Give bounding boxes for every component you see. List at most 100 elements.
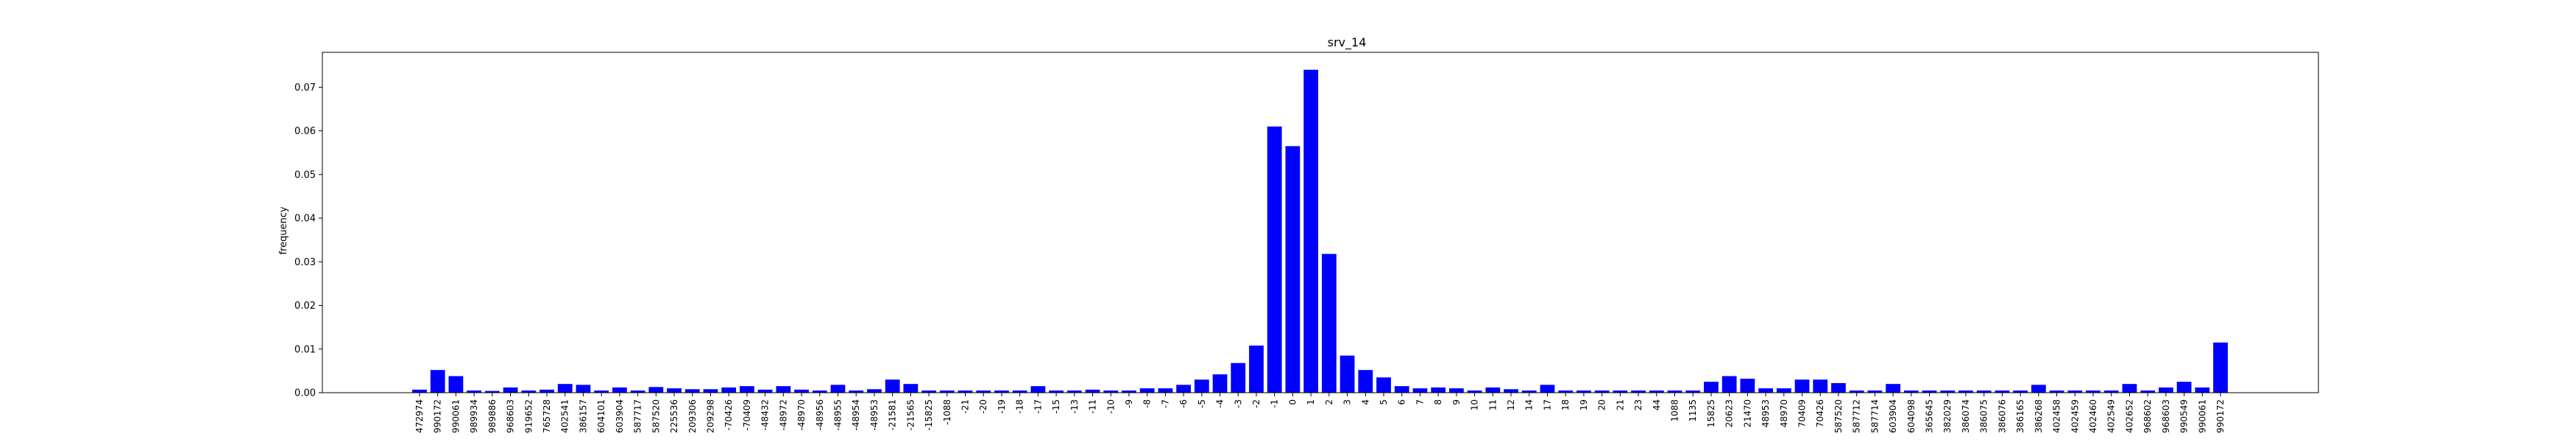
bar	[1794, 379, 1810, 393]
x-tick-label: -48955	[832, 399, 843, 431]
x-tick-label: 3	[1342, 399, 1353, 405]
x-tick-label: 603904	[615, 399, 625, 433]
bar	[812, 390, 827, 393]
x-tick-label: 587717	[633, 399, 643, 433]
x-tick-label: 990172	[2215, 399, 2226, 433]
bar	[2195, 387, 2210, 393]
x-tick-label: 603904	[1888, 399, 1898, 433]
x-tick-label: -70409	[742, 399, 752, 431]
x-tick-label: 5	[1379, 399, 1389, 405]
bar	[867, 389, 882, 393]
x-tick-label: 989934	[469, 399, 479, 433]
bar	[1776, 388, 1791, 393]
bar	[776, 386, 791, 393]
bar	[1831, 382, 1846, 393]
bar	[1558, 390, 1574, 393]
x-tick-label: -8	[1142, 399, 1153, 408]
bar	[2213, 342, 2228, 393]
bar	[794, 389, 809, 393]
x-tick-label: 386074	[1961, 399, 1971, 433]
bar	[684, 389, 700, 393]
bar	[1704, 382, 1719, 393]
bar	[484, 390, 500, 393]
bar	[448, 376, 464, 393]
bar	[721, 387, 737, 393]
bar	[1613, 390, 1628, 393]
x-tick-label: 402652	[2124, 399, 2134, 433]
x-tick-label: 604098	[1906, 399, 1917, 433]
x-tick-label: 472974	[414, 399, 425, 433]
bar	[2013, 390, 2028, 393]
x-tick-label: 21470	[1742, 399, 1752, 427]
bar	[921, 390, 936, 393]
bar	[1813, 379, 1828, 393]
x-tick-label: 11	[1487, 399, 1498, 410]
x-tick-label: -48954	[851, 399, 861, 431]
x-tick-label: 20623	[1724, 399, 1735, 427]
x-tick-label: -17	[1033, 399, 1043, 414]
x-tick-label: 1135	[1688, 399, 1698, 422]
bar	[1012, 390, 1027, 393]
x-tick-label: 225536	[669, 399, 679, 433]
bar	[467, 390, 482, 393]
bar	[1139, 388, 1155, 393]
bar	[1431, 387, 1446, 393]
bar	[1467, 390, 1482, 393]
y-tick-label: 0.04	[294, 214, 316, 225]
bar	[1886, 384, 1900, 393]
x-tick-label: 70409	[1797, 399, 1808, 427]
x-tick-label: -21565	[905, 399, 916, 431]
x-tick-label: 386165	[2015, 399, 2025, 433]
x-tick-label: 48970	[1779, 399, 1789, 427]
x-tick-label: -1088	[942, 399, 952, 425]
bar	[667, 388, 682, 393]
x-tick-label: 44	[1652, 399, 1662, 410]
x-tick-label: 365645	[1925, 399, 1935, 433]
x-tick-label: 765728	[542, 399, 552, 433]
chart-title: srv_14	[1328, 35, 1367, 50]
x-tick-label: -48972	[778, 399, 788, 431]
x-tick-label: 9	[1451, 399, 1462, 405]
bar	[430, 370, 445, 393]
bar	[1412, 388, 1428, 393]
bar	[1103, 390, 1119, 393]
bar	[1540, 385, 1555, 393]
x-tick-label: 587520	[651, 399, 661, 433]
x-tick-label: 18	[1560, 399, 1571, 410]
bar	[1722, 376, 1737, 393]
bar	[2086, 390, 2101, 393]
x-tick-label: -5	[1197, 399, 1207, 408]
x-tick-label: 0	[1287, 399, 1298, 405]
x-tick-label: 402459	[2070, 399, 2080, 433]
bar	[1376, 377, 1391, 393]
x-tick-label: 587520	[1833, 399, 1844, 433]
x-tick-label: -10	[1105, 399, 1116, 414]
x-tick-label: 402549	[2106, 399, 2117, 433]
x-tick-label: 6	[1397, 399, 1407, 405]
bar	[1976, 390, 1992, 393]
x-tick-label: 968602	[2142, 399, 2153, 433]
x-tick-label: 968603	[2161, 399, 2171, 433]
bar	[1249, 346, 1264, 393]
bar	[412, 389, 427, 393]
x-tick-label: 919652	[523, 399, 534, 433]
x-tick-label: 20	[1597, 399, 1607, 410]
y-tick-label: 0.02	[294, 301, 316, 312]
x-tick-label: -21581	[888, 399, 898, 431]
x-tick-label: 1088	[1669, 399, 1680, 422]
x-tick-label: -18	[1015, 399, 1025, 414]
bar	[757, 389, 773, 393]
bar	[1448, 388, 1464, 393]
bar	[594, 390, 609, 393]
bar	[1176, 385, 1192, 393]
x-tick-label: -6	[1178, 399, 1189, 408]
x-tick-label: 989886	[487, 399, 498, 433]
x-tick-label: 8	[1433, 399, 1443, 405]
bar	[2103, 390, 2119, 393]
bar	[539, 389, 554, 393]
x-tick-label: -11	[1088, 399, 1098, 414]
x-tick-label: -1	[1270, 399, 1280, 408]
x-tick-label: 15825	[1706, 399, 1716, 427]
bar	[939, 390, 955, 393]
y-tick-label: 0.06	[294, 126, 316, 137]
